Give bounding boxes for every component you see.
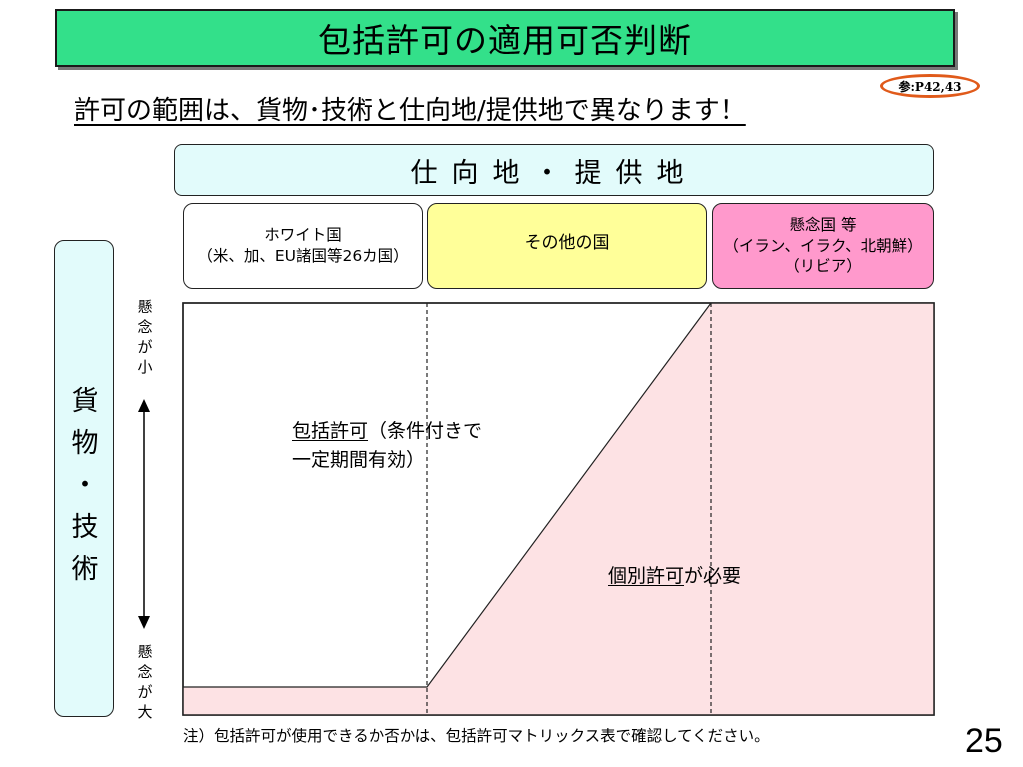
white-countries-detail: （米、加、EU諸国等26カ国） [197,247,409,265]
bulk-permission-note: 包括許可（条件付きで 一定期間有効） [292,417,482,475]
goods-technology-box: 貨物・技術 [54,240,114,717]
bulk-permission-condition: （条件付きで [368,420,483,442]
concern-countries-box: 懸念国 等 （イラン、イラク、北朝鮮） （リビア） [712,203,934,289]
concern-countries-detail: （イラン、イラク、北朝鮮） [723,236,923,255]
page-number: 25 [965,722,1003,760]
footnote: 注）包括許可が使用できるか否かは、包括許可マトリックス表で確認してください。 [183,727,770,745]
concern-axis-arrow-up [138,399,150,412]
other-countries-label: その他の国 [524,233,610,253]
destination-header: 仕向地・提供地 [174,144,934,196]
individual-permission-suffix: が必要 [684,565,742,587]
concern-countries-label: 懸念国 等 [789,215,857,234]
white-countries-box: ホワイト国 （米、加、EU諸国等26カ国） [183,203,423,289]
reference-badge: 参:P42,43 [880,74,980,98]
goods-technology-label: 貨物・技術 [71,386,99,585]
concern-axis-arrow-down [138,616,150,629]
slide-subtitle: 許可の範囲は、貨物･技術と仕向地/提供地で異なります！ [74,96,746,126]
individual-permission-region [183,303,934,715]
bulk-permission-period: 一定期間有効） [292,449,426,471]
slide-title: 包括許可の適用可否判断 [55,9,955,67]
individual-permission-note: 個別許可が必要 [608,561,741,588]
axis-high-concern-label: 懸念が大 [137,643,153,721]
bulk-permission-label: 包括許可 [292,420,369,442]
concern-countries-extra: （リビア） [784,257,862,276]
chart-border [182,302,935,716]
white-countries-label: ホワイト国 [264,226,342,245]
permission-boundary-line [183,302,712,688]
other-countries-box: その他の国 [427,203,707,289]
axis-low-concern-label: 懸念が小 [137,298,153,376]
individual-permission-label: 個別許可 [608,565,685,587]
